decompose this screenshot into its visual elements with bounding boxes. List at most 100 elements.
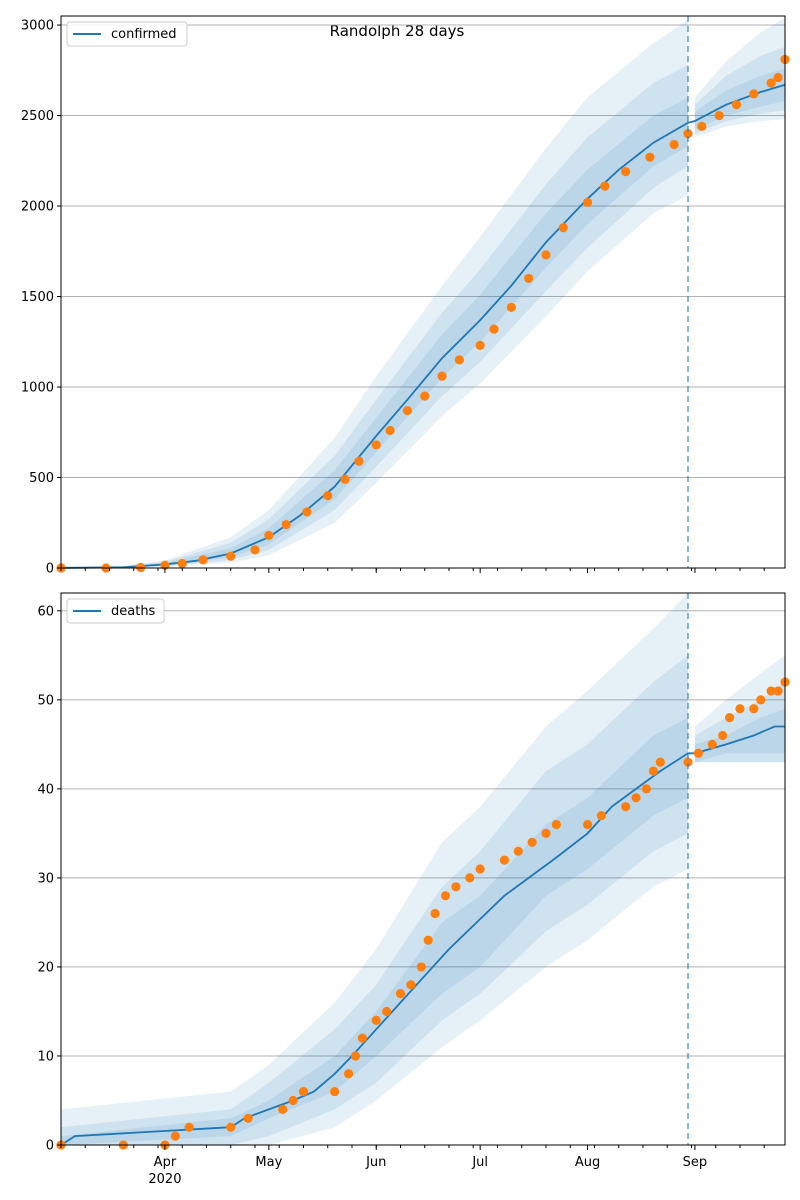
observed-point: [136, 562, 146, 573]
observed-point: [749, 704, 759, 714]
observed-point: [226, 551, 236, 561]
observed-point: [395, 989, 406, 999]
observed-point: [475, 340, 485, 350]
observed-point: [582, 197, 593, 208]
y-tick-label: 2000: [21, 200, 54, 215]
x-tick-label: Jul: [471, 1155, 488, 1170]
observed-point: [731, 100, 742, 110]
uncertainty-band: [694, 708, 785, 763]
y-tick-label: 500: [29, 471, 54, 486]
observed-point: [475, 864, 485, 874]
observed-point: [724, 713, 735, 723]
observed-point: [278, 1104, 288, 1114]
observed-point: [648, 766, 658, 776]
observed-point: [707, 739, 717, 749]
confirmed-legend: confirmed: [66, 21, 188, 47]
observed-point: [264, 530, 274, 541]
confirmed-model-line: [60, 83, 786, 569]
observed-point: [177, 558, 187, 569]
observed-point: [697, 121, 707, 131]
y-tick-label: 10: [37, 1049, 54, 1064]
observed-point: [423, 935, 433, 945]
deaths-observed-points: [56, 677, 790, 1150]
y-tick-label: 1500: [21, 290, 54, 305]
observed-point: [281, 519, 291, 530]
y-tick-label: 0: [46, 1139, 54, 1154]
observed-point: [198, 555, 208, 565]
deaths-bands: [61, 593, 785, 1145]
observed-point: [506, 302, 516, 312]
observed-point: [406, 980, 416, 990]
observed-point: [683, 757, 693, 767]
observed-point: [385, 425, 395, 436]
y-tick-label: 1000: [21, 381, 54, 396]
observed-point: [735, 704, 745, 714]
observed-point: [756, 695, 766, 705]
observed-point: [184, 1122, 194, 1132]
y-tick-label: 60: [37, 604, 54, 619]
observed-point: [354, 456, 364, 466]
observed-point: [714, 110, 724, 121]
deaths-model-line: [60, 725, 785, 1146]
observed-point: [693, 748, 703, 758]
observed-point: [749, 89, 759, 99]
observed-point: [683, 129, 693, 139]
uncertainty-band: [61, 97, 688, 569]
x-tick-label: Jun: [365, 1155, 386, 1170]
x-tick-label: May: [255, 1155, 282, 1170]
plot-frame: [60, 592, 786, 1146]
y-tick-label: 50: [37, 693, 54, 708]
uncertainty-band: [694, 17, 785, 138]
chart-title: Randolph 28 days: [330, 22, 465, 40]
observed-point: [465, 873, 475, 883]
observed-point: [416, 962, 426, 972]
observed-point: [718, 730, 728, 741]
observed-point: [350, 1051, 361, 1061]
confirmed-panel: 0 500 1000 1500 2000 2500 3000 confirmed: [21, 15, 790, 577]
observed-point: [766, 686, 776, 696]
observed-point: [499, 855, 510, 865]
observed-point: [343, 1069, 354, 1079]
deaths-legend: deaths: [66, 598, 165, 624]
observed-point: [541, 250, 551, 260]
observed-point: [250, 545, 260, 555]
observed-point: [243, 1113, 253, 1123]
x-tick-label: Aug: [575, 1155, 600, 1170]
x-tick-label: Sep: [683, 1155, 708, 1170]
uncertainty-band: [61, 19, 688, 569]
observed-point: [541, 828, 551, 838]
confirmed-legend-label: confirmed: [111, 27, 177, 42]
observed-point: [323, 491, 333, 501]
y-tick-label: 2500: [21, 109, 54, 124]
uncertainty-band: [61, 593, 688, 1145]
observed-point: [558, 223, 568, 233]
observed-point: [288, 1095, 298, 1106]
observed-point: [330, 1086, 340, 1097]
observed-point: [451, 882, 461, 892]
observed-point: [402, 405, 413, 416]
observed-point: [524, 273, 534, 284]
observed-point: [298, 1086, 309, 1097]
observed-point: [596, 810, 607, 821]
observed-point: [641, 784, 652, 794]
observed-point: [454, 355, 464, 365]
confirmed-axes: 0 500 1000 1500 2000 2500 3000: [21, 15, 786, 577]
observed-point: [440, 891, 451, 901]
observed-point: [621, 802, 631, 812]
observed-point: [489, 324, 499, 334]
confirmed-bands: [61, 17, 785, 569]
y-tick-label: 30: [37, 871, 54, 886]
observed-point: [371, 1015, 381, 1025]
observed-point: [513, 846, 523, 856]
observed-point: [645, 152, 655, 162]
x-tick-label: Apr: [154, 1155, 177, 1170]
y-tick-label: 0: [46, 562, 54, 577]
observed-point: [766, 78, 776, 88]
observed-point: [170, 1131, 180, 1141]
observed-point: [527, 837, 537, 847]
deaths-legend-label: deaths: [111, 604, 156, 619]
y-tick-label: 3000: [21, 19, 54, 34]
deaths-axes: 0 10 20 30 40 50 60: [37, 592, 786, 1154]
y-tick-label: 20: [37, 960, 54, 975]
